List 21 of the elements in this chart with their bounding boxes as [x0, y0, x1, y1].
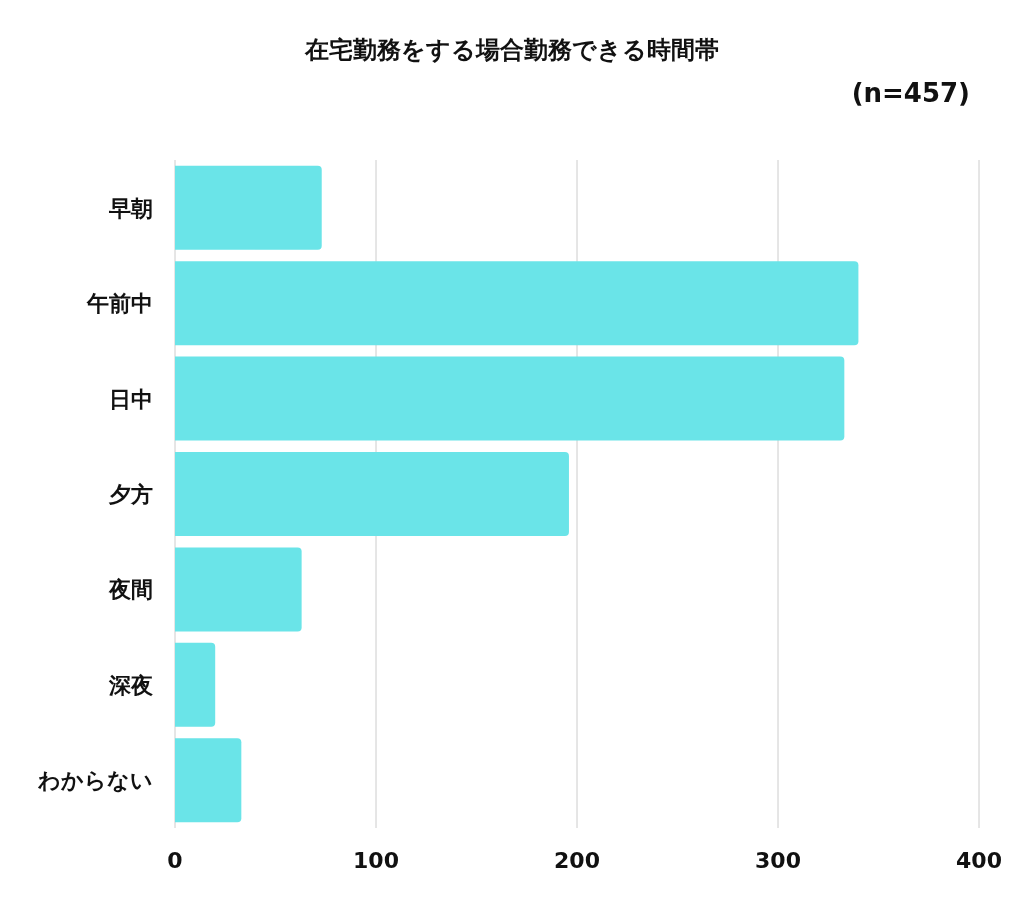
- bar: [175, 261, 859, 346]
- y-tick-label: 早朝: [108, 195, 153, 221]
- y-tick-label: 深夜: [108, 672, 153, 698]
- chart-title: 在宅勤務をする場合勤務できる時間帯: [304, 36, 719, 64]
- x-tick-label: 400: [956, 848, 1002, 873]
- bar: [175, 738, 242, 823]
- bar: [175, 547, 302, 632]
- y-tick-label: 日中: [109, 386, 153, 412]
- y-tick-label: 夕方: [108, 482, 153, 507]
- x-tick-label: 0: [167, 848, 183, 873]
- x-tick-label: 300: [755, 848, 801, 873]
- y-tick-label: 午前中: [86, 291, 153, 317]
- chart-subtitle: (n=457): [851, 78, 970, 108]
- bar: [175, 356, 845, 441]
- x-tick-label: 100: [353, 848, 399, 873]
- bar: [175, 642, 216, 727]
- y-tick-label: わからない: [37, 768, 153, 794]
- bar: [175, 165, 322, 250]
- y-tick-label: 夜間: [108, 577, 153, 603]
- x-tick-label: 200: [554, 848, 600, 873]
- bar: [175, 452, 569, 536]
